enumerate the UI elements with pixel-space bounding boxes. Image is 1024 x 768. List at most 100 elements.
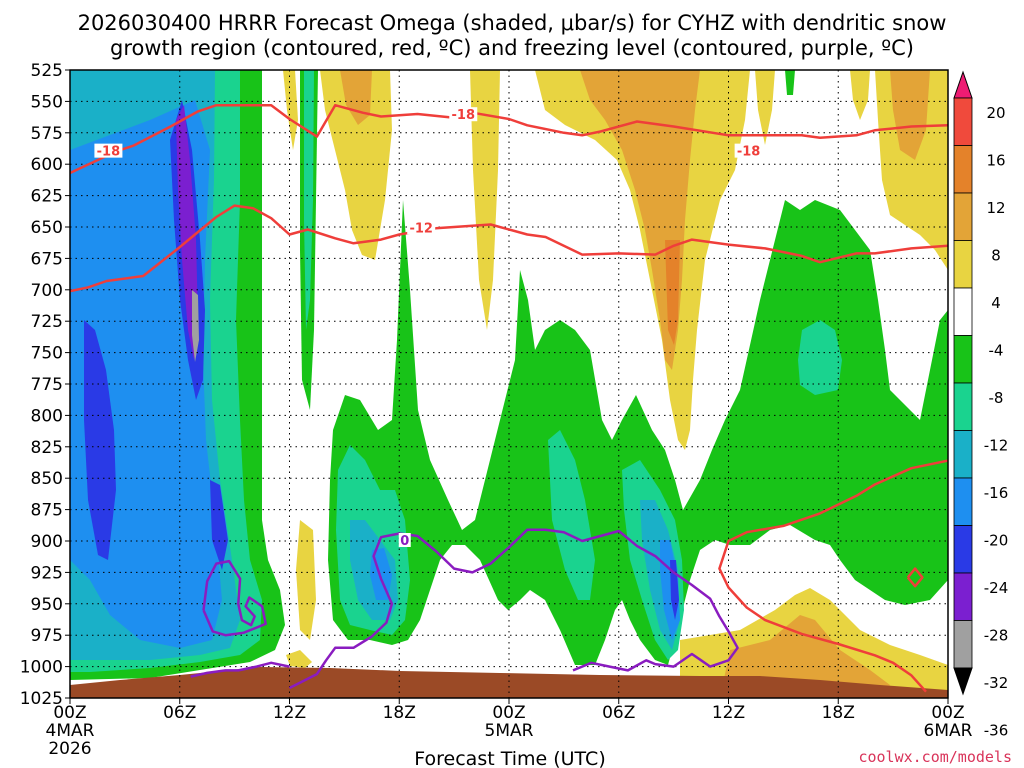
contour-lines xyxy=(70,103,948,693)
y-axis: 525 550 575 600 625 650 675 700 725 750 775 800 825 8… xyxy=(20,61,70,709)
colorbar-segment xyxy=(953,287,973,336)
omega-rising-region xyxy=(470,70,500,330)
contour-label: -18 xyxy=(97,145,121,160)
y-tick-label: 725 xyxy=(31,312,63,332)
y-tick-label: 1000 xyxy=(20,658,63,678)
x-tick-label: 00Z xyxy=(53,703,86,723)
colorbar-label: -4 xyxy=(989,342,1004,360)
y-tick-label: 650 xyxy=(31,218,63,238)
contour-label-background xyxy=(734,143,763,158)
colorbar-segment xyxy=(953,335,973,384)
omega-sinking-region xyxy=(328,200,948,665)
terrain-surface xyxy=(70,667,948,698)
contour-labels: -18 -18 -18 -12 0 xyxy=(94,107,763,549)
colorbar-label: 16 xyxy=(986,152,1005,170)
x-tick-label: 12Z xyxy=(273,703,306,723)
y-tick-label: 700 xyxy=(31,281,63,301)
omega-sinking-region xyxy=(210,480,228,570)
plot-area: -18 -18 -18 -12 0 xyxy=(70,70,948,698)
y-tick-label: 825 xyxy=(31,438,63,458)
contour-label: -18 xyxy=(737,145,761,160)
y-tick-label: 675 xyxy=(31,249,63,269)
y-tick-label: 900 xyxy=(31,532,63,552)
colorbar-label: 4 xyxy=(991,294,1001,312)
colorbar-segment xyxy=(953,667,973,696)
y-tick-label: 925 xyxy=(31,563,63,583)
x-tick-label: 00Z xyxy=(492,703,525,723)
x-tick-date: 6MAR xyxy=(924,721,973,741)
x-tick-date: 5MAR xyxy=(485,721,534,741)
colorbar-segment xyxy=(953,382,973,431)
y-tick-label: 875 xyxy=(31,501,63,521)
x-tick-label: 06Z xyxy=(163,703,196,723)
y-tick-label: 975 xyxy=(31,626,63,646)
colorbar: 20 16 12 8 4 -4 -8 -12 -16 -20 -24 -28 -32 -36 xyxy=(953,70,1009,740)
y-tick-label: 800 xyxy=(31,406,63,426)
colorbar-label: -16 xyxy=(984,484,1009,502)
freezing-level-contour-line xyxy=(202,559,267,637)
grid-lines xyxy=(70,70,948,698)
x-axis-label: Forecast Time (UTC) xyxy=(414,748,605,768)
credit-text: coolwx.com/models xyxy=(858,748,1012,766)
colorbar-label: -12 xyxy=(984,437,1009,455)
colorbar-segment xyxy=(953,477,973,526)
contour-label-background xyxy=(407,220,436,235)
colorbar-segment xyxy=(953,192,973,241)
colorbar-segment xyxy=(953,525,973,574)
contour-label: 0 xyxy=(400,534,409,549)
colorbar-segment xyxy=(953,430,973,479)
omega-rising-region xyxy=(340,70,372,125)
omega-rising-region xyxy=(535,70,750,450)
omega-rising-region xyxy=(296,520,316,640)
colorbar-label: -32 xyxy=(984,674,1009,692)
omega-rising-region xyxy=(283,70,298,150)
y-tick-label: 525 xyxy=(31,61,63,81)
contour-label-background xyxy=(398,533,411,547)
colorbar-label: 8 xyxy=(991,247,1001,265)
colorbar-label: 20 xyxy=(986,104,1005,122)
y-tick-label: 1025 xyxy=(20,689,63,709)
colorbar-label: -8 xyxy=(989,389,1004,407)
omega-sinking-region xyxy=(304,70,314,330)
omega-sinking-region xyxy=(192,290,199,362)
colorbar-label: -20 xyxy=(984,532,1009,550)
colorbar-segment xyxy=(953,240,973,289)
omega-rising-region xyxy=(320,70,392,260)
colorbar-segment xyxy=(953,145,973,194)
freezing-level-contour-line xyxy=(288,528,739,690)
y-tick-label: 750 xyxy=(31,344,63,364)
chart-title-line2: growth region (contoured, red, ºC) and f… xyxy=(110,36,914,60)
omega-shading xyxy=(70,70,948,698)
dgz-contour-line xyxy=(906,567,924,588)
omega-sinking-region xyxy=(548,430,595,600)
colorbar-segment xyxy=(953,97,973,146)
y-tick-label: 600 xyxy=(31,155,63,175)
omega-sinking-region xyxy=(798,320,842,395)
y-tick-label: 575 xyxy=(31,124,63,144)
x-tick-date: 4MAR xyxy=(46,721,95,741)
chart-title-line1: 2026030400 HRRR Forecast Omega (shaded, … xyxy=(78,11,947,35)
x-tick-label: 18Z xyxy=(383,703,416,723)
omega-sinking-region xyxy=(84,320,116,560)
y-tick-label: 850 xyxy=(31,469,63,489)
dgz-contour-line xyxy=(718,459,948,693)
x-tick-label: 12Z xyxy=(712,703,745,723)
colorbar-segment xyxy=(953,620,973,669)
omega-rising-region xyxy=(850,70,870,120)
omega-rising-region xyxy=(890,70,930,160)
y-tick-label: 625 xyxy=(31,187,63,207)
omega-rising-region xyxy=(875,70,948,270)
contour-label: -18 xyxy=(452,108,476,123)
omega-rising-region xyxy=(665,240,680,345)
contour-label: -12 xyxy=(409,221,433,236)
colorbar-segment xyxy=(953,70,973,99)
colorbar-label: -36 xyxy=(984,722,1009,740)
y-tick-label: 550 xyxy=(31,92,63,112)
omega-rising-region xyxy=(286,650,312,668)
contour-label-background xyxy=(449,107,478,122)
colorbar-label: -28 xyxy=(984,627,1009,645)
y-tick-label: 950 xyxy=(31,595,63,615)
contour-label-background xyxy=(94,143,123,158)
